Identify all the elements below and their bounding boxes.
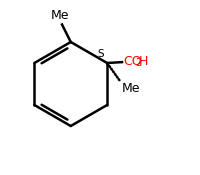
Text: H: H — [138, 55, 148, 68]
Text: 2: 2 — [135, 58, 141, 68]
Text: S: S — [97, 49, 103, 59]
Text: Me: Me — [121, 82, 139, 95]
Text: Me: Me — [51, 9, 69, 22]
Text: CO: CO — [122, 55, 141, 68]
